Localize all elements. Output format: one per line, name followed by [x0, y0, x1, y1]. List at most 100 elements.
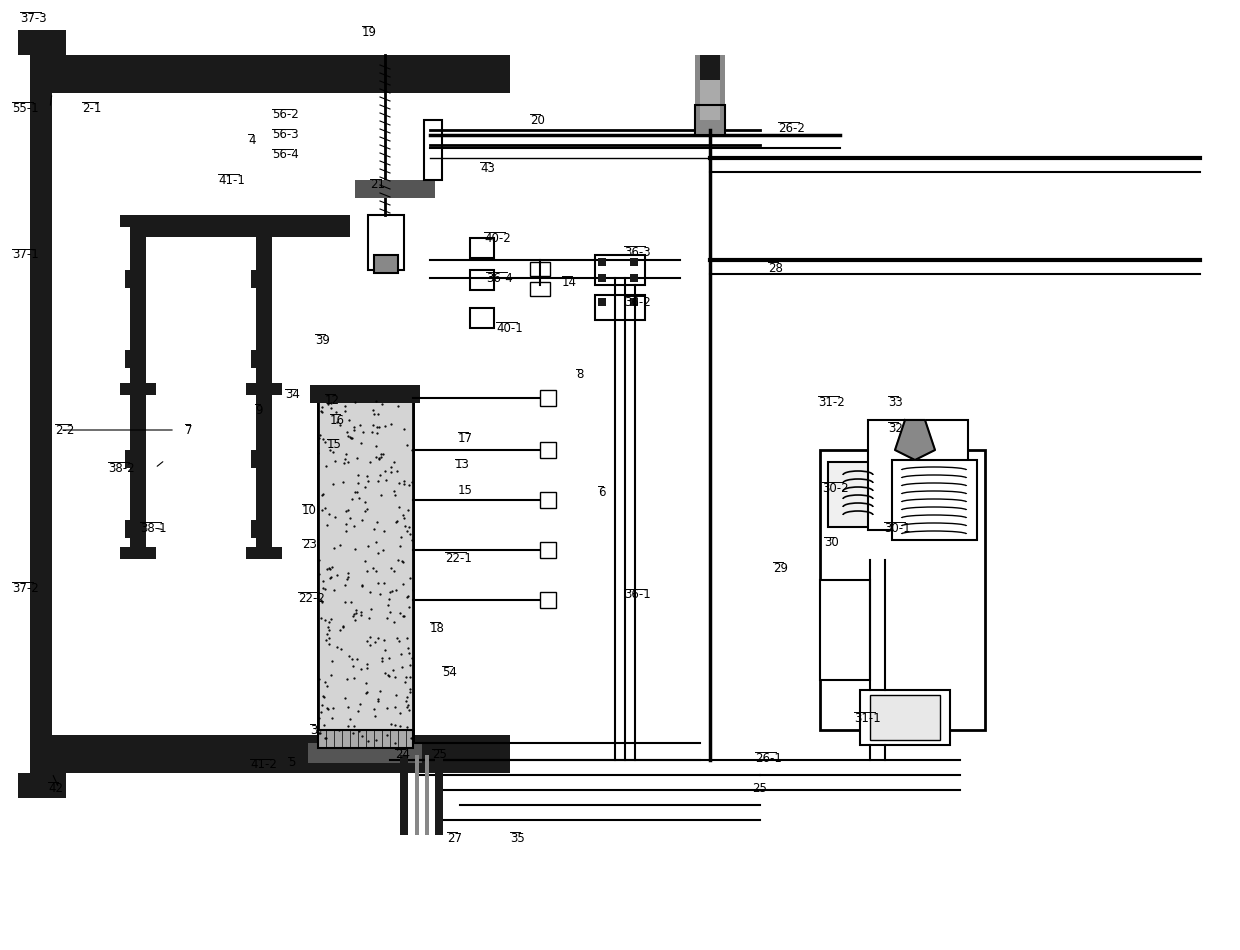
Text: 37-2: 37-2	[12, 581, 38, 595]
Bar	[630, 258, 639, 266]
Bar	[310, 385, 420, 403]
Text: 12: 12	[325, 393, 340, 407]
Bar	[868, 420, 968, 530]
Text: 43: 43	[480, 162, 495, 175]
Bar	[539, 542, 556, 558]
Text: 56-3: 56-3	[272, 128, 299, 142]
Text: 14: 14	[562, 276, 577, 289]
Text: 30-2: 30-2	[822, 482, 848, 495]
Bar	[250, 270, 257, 288]
Bar	[870, 695, 940, 740]
Text: 4: 4	[248, 134, 255, 146]
Bar	[470, 238, 494, 258]
Text: 56-4: 56-4	[272, 148, 299, 162]
Text: 6: 6	[598, 485, 605, 499]
Bar	[120, 383, 156, 395]
Text: 39: 39	[315, 333, 330, 347]
Bar	[250, 520, 257, 538]
Bar	[374, 255, 398, 273]
Bar	[598, 298, 606, 306]
Bar	[701, 80, 720, 120]
Bar	[539, 592, 556, 608]
Bar	[246, 215, 281, 227]
Bar	[317, 398, 413, 743]
Text: 17: 17	[458, 431, 472, 445]
Text: 42: 42	[48, 782, 63, 794]
Bar	[19, 773, 66, 798]
Bar	[30, 735, 510, 773]
Bar	[424, 120, 441, 180]
Bar	[539, 492, 556, 508]
Bar	[861, 690, 950, 745]
Bar	[701, 55, 720, 80]
Bar	[415, 755, 419, 835]
Text: 41-2: 41-2	[250, 758, 277, 771]
Text: 26-2: 26-2	[777, 122, 805, 135]
Text: 41-1: 41-1	[218, 174, 244, 186]
Bar	[130, 215, 350, 237]
Bar	[828, 462, 888, 527]
Text: 40-1: 40-1	[496, 321, 523, 334]
Text: 54: 54	[441, 666, 456, 678]
Bar	[246, 547, 281, 559]
Text: 38-1: 38-1	[140, 522, 166, 535]
Bar	[125, 450, 131, 468]
Bar	[250, 450, 257, 468]
Text: 36-4: 36-4	[486, 272, 513, 284]
Text: 37-3: 37-3	[20, 11, 47, 25]
Bar	[595, 295, 645, 320]
Text: 26-1: 26-1	[755, 751, 782, 765]
Text: 56-2: 56-2	[272, 108, 299, 122]
Text: 55-1: 55-1	[12, 102, 38, 115]
Bar	[246, 383, 281, 395]
Bar	[820, 580, 870, 680]
Text: 31-2: 31-2	[818, 395, 844, 408]
Text: 15: 15	[458, 484, 472, 497]
Bar	[539, 442, 556, 458]
Text: 40-2: 40-2	[484, 232, 511, 244]
Text: 8: 8	[577, 369, 583, 382]
Text: 18: 18	[430, 621, 445, 635]
Bar	[470, 308, 494, 328]
Text: 2-1: 2-1	[82, 102, 102, 115]
Text: 21: 21	[370, 179, 384, 192]
Bar	[308, 743, 422, 763]
Text: 30: 30	[825, 537, 838, 549]
Text: 34: 34	[285, 389, 300, 402]
Bar	[820, 450, 985, 730]
Polygon shape	[895, 420, 935, 460]
Bar	[368, 215, 404, 270]
Text: 29: 29	[773, 561, 787, 575]
Bar	[694, 55, 725, 135]
Bar	[255, 215, 272, 555]
Text: 20: 20	[529, 113, 544, 126]
Bar	[425, 755, 429, 835]
Text: 7: 7	[185, 424, 192, 436]
Text: 37-1: 37-1	[12, 249, 38, 261]
Text: 36-2: 36-2	[624, 295, 651, 309]
Bar	[125, 270, 131, 288]
Text: 28: 28	[768, 261, 782, 275]
Bar	[630, 298, 639, 306]
Text: 13: 13	[455, 459, 470, 471]
Bar	[401, 755, 408, 835]
Bar	[130, 215, 146, 555]
Text: 30-1: 30-1	[884, 522, 910, 535]
Bar	[435, 755, 443, 835]
Text: 35: 35	[510, 831, 525, 845]
Bar	[120, 215, 156, 227]
Text: 16: 16	[330, 413, 345, 427]
Bar	[317, 398, 413, 743]
Text: 25: 25	[751, 782, 766, 794]
Text: 24: 24	[396, 749, 410, 762]
Text: 38-2: 38-2	[108, 462, 135, 474]
Text: 22-2: 22-2	[298, 592, 325, 604]
Bar	[250, 350, 257, 368]
Bar	[529, 262, 551, 276]
Bar	[125, 520, 131, 538]
Text: 9: 9	[255, 404, 263, 416]
Bar	[595, 255, 645, 285]
Text: 5: 5	[288, 756, 295, 770]
Bar	[598, 274, 606, 282]
Text: 2-2: 2-2	[55, 424, 74, 436]
